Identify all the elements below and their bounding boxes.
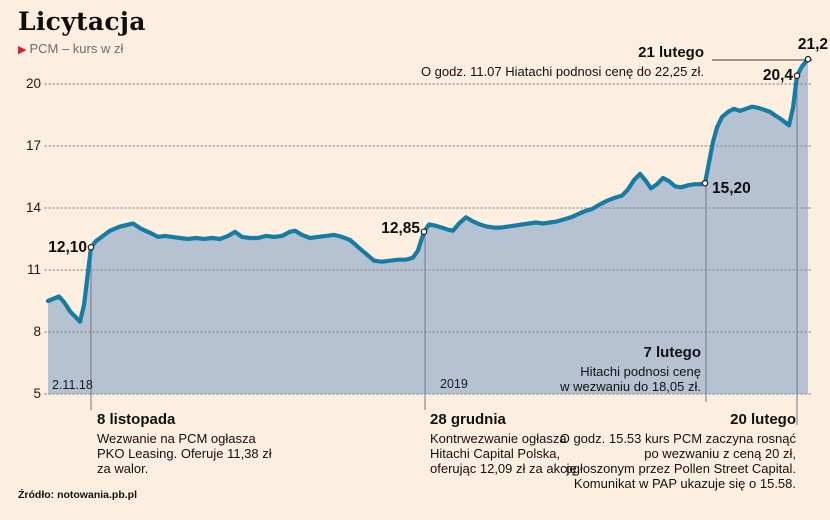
marker-value-label: 20,4 (762, 67, 793, 84)
marker-dot (804, 55, 812, 63)
x-axis-label: 2.11.18 (52, 378, 93, 392)
annotation-body: O godz. 15.53 kurs PCM zaczyna rosnąć po… (559, 431, 796, 491)
annotation-heading: 28 grudnia (430, 411, 506, 428)
annotation-dec28: 28 grudnia Kontrwezwanie ogłasza Hitachi… (430, 411, 580, 476)
annotation-body: Kontrwezwanie ogłasza Hitachi Capital Po… (430, 431, 581, 476)
annotation-heading: 7 lutego (643, 344, 701, 361)
annotation-body: Hitachi podnosi cenę w wezwaniu do 18,05… (560, 364, 701, 394)
page-title: Licytacja (18, 7, 146, 36)
marker-dot (420, 228, 428, 236)
annotation-heading: 21 lutego (638, 44, 704, 61)
chart-legend: ▶ PCM – kurs w zł (18, 41, 123, 56)
marker-value-label: 12,85 (381, 220, 420, 237)
marker-value-label: 15,20 (712, 180, 751, 197)
marker-dot (701, 179, 709, 187)
y-tick-label: 20 (25, 75, 41, 91)
annotation-heading: 20 lutego (730, 411, 796, 428)
marker-dot (793, 72, 801, 80)
annotation-feb21: 21 lutego O godz. 11.07 Hiatachi podnosi… (421, 44, 704, 79)
y-tick-label: 14 (25, 199, 41, 215)
x-axis-label: 2019 (440, 377, 468, 391)
y-tick-label: 11 (26, 261, 41, 277)
source-credit: Źródło: notowania.pb.pl (18, 489, 137, 501)
annotation-feb20: 20 lutego O godz. 15.53 kurs PCM zaczyna… (560, 411, 796, 491)
annotation-body: O godz. 11.07 Hiatachi podnosi cenę do 2… (420, 64, 704, 79)
legend-bullet-icon: ▶ (18, 44, 27, 56)
annotation-nov8: 8 listopada Wezwanie na PCM ogłasza PKO … (97, 411, 272, 476)
marker-value-label: 12,10 (48, 239, 87, 256)
legend-label: PCM – kurs w zł (29, 41, 124, 56)
annotation-feb7: 7 lutego Hitachi podnosi cenę w wezwaniu… (560, 344, 701, 394)
annotation-heading: 8 listopada (97, 411, 176, 428)
y-tick-label: 17 (25, 137, 41, 153)
y-tick-label: 5 (33, 386, 41, 401)
marker-dot (87, 243, 95, 251)
marker-value-label: 21,2 (797, 36, 828, 53)
y-tick-label: 8 (33, 323, 41, 339)
price-line (45, 57, 811, 324)
annotation-body: Wezwanie na PCM ogłasza PKO Leasing. Ofe… (97, 431, 272, 476)
